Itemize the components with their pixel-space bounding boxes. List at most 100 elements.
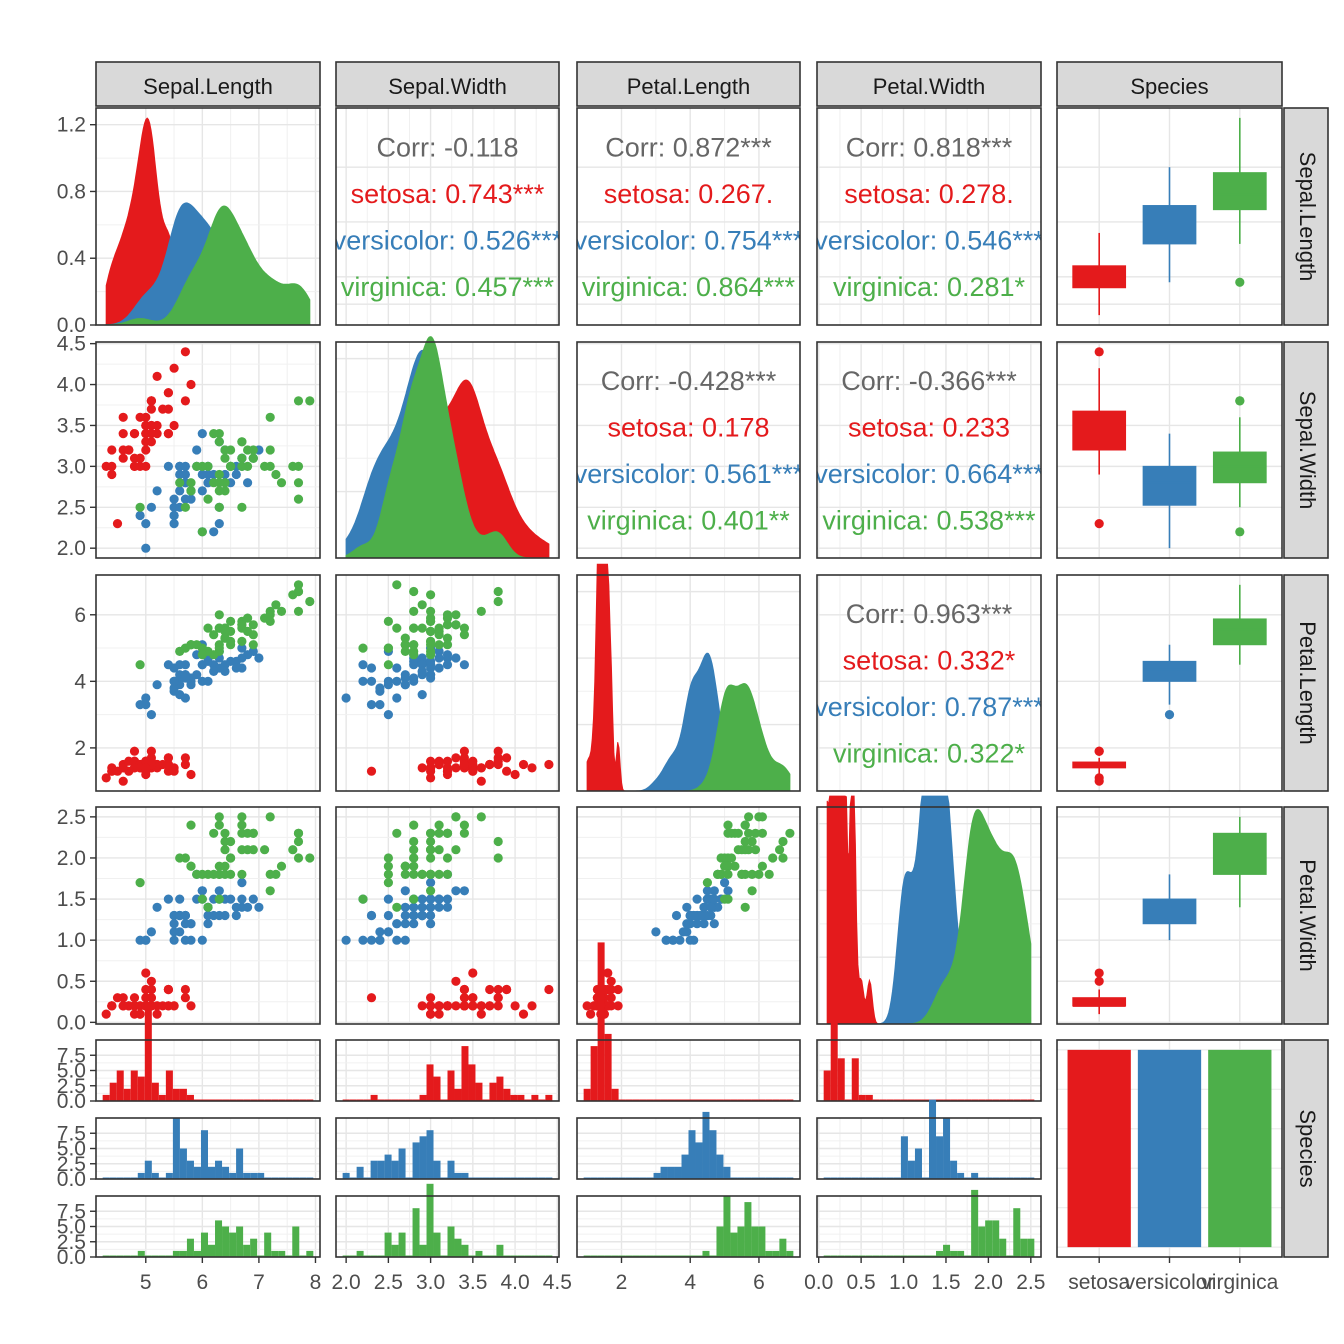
point-versicolor bbox=[400, 886, 410, 896]
point-virginica bbox=[426, 616, 436, 627]
panel-histogram-setosa-petal-length bbox=[576, 942, 801, 1102]
point-virginica bbox=[778, 836, 788, 847]
point-setosa bbox=[146, 976, 156, 986]
hist-bar-versicolor bbox=[660, 1166, 668, 1179]
point-setosa bbox=[606, 993, 616, 1003]
point-setosa bbox=[180, 759, 190, 770]
point-versicolor bbox=[141, 519, 151, 529]
hist-bar-versicolor bbox=[179, 1148, 187, 1179]
point-virginica bbox=[135, 878, 145, 888]
point-virginica bbox=[214, 894, 224, 904]
point-setosa bbox=[152, 1009, 162, 1019]
hist-bar-setosa bbox=[186, 1094, 194, 1101]
hist-bar-versicolor bbox=[172, 1118, 180, 1179]
point-setosa bbox=[502, 753, 512, 763]
point-setosa bbox=[118, 776, 128, 786]
hist-bar-versicolor bbox=[384, 1154, 392, 1179]
panel-background bbox=[817, 342, 1041, 558]
y-tick-label: 2.5 bbox=[57, 1231, 86, 1254]
point-versicolor bbox=[237, 643, 247, 653]
y-tick-label: 0.8 bbox=[57, 180, 86, 203]
point-virginica bbox=[293, 853, 304, 863]
box-virginica bbox=[1212, 172, 1267, 211]
point-virginica bbox=[276, 861, 287, 871]
panel-border bbox=[95, 806, 321, 1025]
point-versicolor bbox=[366, 676, 377, 686]
point-virginica bbox=[293, 580, 304, 590]
point-setosa bbox=[169, 363, 179, 373]
x-tick-label: 0.5 bbox=[847, 1271, 876, 1294]
point-setosa bbox=[434, 1009, 444, 1019]
point-virginica bbox=[358, 643, 368, 653]
panel-grid bbox=[817, 575, 1032, 791]
point-virginica bbox=[383, 861, 393, 871]
hist-bar-virginica bbox=[716, 1226, 724, 1257]
panel-border bbox=[335, 107, 560, 326]
hist-bar-virginica bbox=[172, 1250, 180, 1257]
point-virginica bbox=[214, 610, 224, 620]
point-setosa bbox=[510, 1001, 520, 1011]
point-virginica bbox=[476, 812, 486, 822]
point-versicolor bbox=[709, 886, 719, 896]
point-versicolor bbox=[723, 886, 733, 896]
point-virginica bbox=[442, 869, 453, 880]
point-virginica bbox=[434, 828, 444, 838]
point-virginica bbox=[747, 869, 757, 880]
point-setosa bbox=[146, 984, 156, 995]
point-virginica bbox=[293, 396, 304, 406]
point-virginica bbox=[237, 620, 247, 630]
row-strip-petal-width: Petal.Width bbox=[1283, 806, 1329, 1025]
point-versicolor bbox=[720, 878, 730, 888]
hist-bar-virginica bbox=[744, 1202, 752, 1257]
point-virginica bbox=[723, 820, 733, 830]
point-virginica bbox=[409, 869, 419, 880]
point-virginica bbox=[409, 845, 419, 855]
point-versicolor bbox=[434, 902, 444, 912]
strip-label: Petal.Length bbox=[1295, 621, 1320, 745]
panel-border bbox=[816, 574, 1042, 792]
hist-bar-virginica bbox=[1020, 1238, 1028, 1257]
point-versicolor bbox=[237, 894, 247, 904]
point-setosa bbox=[502, 766, 512, 776]
correlation-overall: Corr: 0.818*** bbox=[846, 133, 1013, 163]
y-tick-label: 0.4 bbox=[57, 247, 87, 270]
point-setosa bbox=[518, 1009, 529, 1019]
point-versicolor bbox=[169, 935, 179, 945]
point-setosa bbox=[112, 519, 123, 529]
point-setosa bbox=[451, 763, 461, 773]
point-setosa bbox=[485, 759, 495, 770]
point-versicolor bbox=[709, 894, 719, 904]
axis-ticks: 0.0 0.4 0.8 1.2 2.0 2.5 3.0 3.5 4.0 4.5 2 4 6 0.0 0.5 1… bbox=[57, 114, 1279, 1294]
point-setosa bbox=[118, 763, 128, 773]
point-versicolor bbox=[180, 461, 190, 471]
point-versicolor bbox=[231, 469, 241, 480]
point-setosa bbox=[459, 746, 469, 756]
point-virginica bbox=[740, 820, 750, 830]
outlier-versicolor bbox=[1164, 710, 1175, 720]
point-virginica bbox=[237, 502, 247, 512]
correlation-overall: Corr: 0.872*** bbox=[605, 133, 772, 163]
point-virginica bbox=[135, 502, 145, 512]
hist-bar-versicolor bbox=[681, 1154, 689, 1179]
point-versicolor bbox=[243, 478, 253, 488]
point-virginica bbox=[209, 429, 219, 439]
point-virginica bbox=[442, 620, 453, 630]
point-versicolor bbox=[197, 935, 207, 945]
y-tick-label: 5.0 bbox=[57, 1060, 86, 1083]
correlation-overall: Corr: 0.963*** bbox=[846, 599, 1013, 629]
correlation-labels: Corr: -0.428*** setosa: 0.178 versicolor: … bbox=[577, 366, 800, 536]
point-virginica bbox=[226, 636, 236, 647]
point-versicolor bbox=[169, 676, 179, 686]
point-virginica bbox=[451, 610, 461, 620]
point-versicolor bbox=[180, 919, 190, 929]
point-versicolor bbox=[383, 676, 393, 686]
hist-bar-versicolor bbox=[688, 1130, 696, 1179]
point-versicolor bbox=[417, 690, 427, 700]
correlation-virginica: virginica: 0.457*** bbox=[341, 272, 555, 302]
strip-background bbox=[95, 61, 321, 107]
panel-petal-length-sepal-width bbox=[335, 574, 560, 792]
hist-bar-setosa bbox=[597, 942, 605, 1101]
point-versicolor bbox=[180, 673, 190, 683]
point-virginica bbox=[426, 845, 436, 855]
point-virginica bbox=[757, 828, 768, 838]
